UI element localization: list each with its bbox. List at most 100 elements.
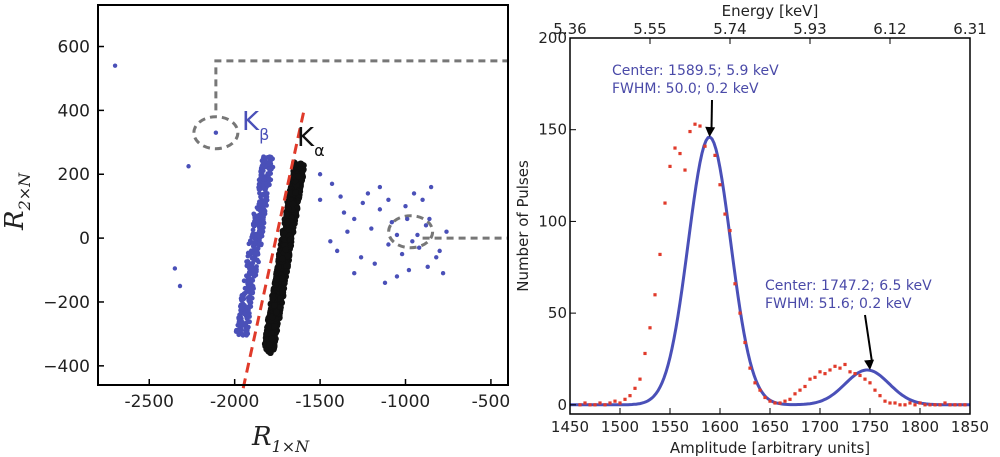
outlier-point xyxy=(358,255,364,260)
k-alpha-point xyxy=(286,242,294,250)
data-point xyxy=(653,293,657,297)
outlier-point xyxy=(328,239,333,244)
k-alpha-point xyxy=(292,189,299,196)
annotation-arrowhead xyxy=(705,126,716,138)
spectrum-plot-frame xyxy=(569,37,971,415)
k-beta-point xyxy=(260,168,266,174)
outlier-point xyxy=(423,223,429,228)
k-beta-point xyxy=(267,154,272,160)
k-beta-point xyxy=(239,306,245,312)
outlier-point xyxy=(434,255,439,260)
data-point xyxy=(793,392,797,396)
k-beta-point xyxy=(250,227,256,233)
x-tick-label: 1550 xyxy=(651,418,689,436)
outlier-point xyxy=(369,226,374,231)
k-beta-point xyxy=(237,322,243,328)
k-alpha-point xyxy=(289,222,297,229)
k-alpha-point xyxy=(297,160,305,168)
data-point xyxy=(718,183,722,187)
x-tick-label: 1700 xyxy=(801,418,839,436)
data-point xyxy=(608,401,612,405)
data-point xyxy=(748,366,752,370)
y-tick-label: 200 xyxy=(58,165,90,185)
k-beta-point xyxy=(239,327,244,332)
dashed-ellipse xyxy=(387,214,435,250)
data-point xyxy=(678,151,682,156)
outlier-point xyxy=(416,245,422,250)
k-alpha-point xyxy=(282,246,290,253)
outlier-point xyxy=(213,130,219,135)
peak-annotation-text: Center: 1589.5; 5.9 keV xyxy=(612,63,779,79)
k-beta-point xyxy=(264,191,270,196)
k-beta-point xyxy=(240,332,246,337)
data-point xyxy=(783,399,787,403)
k-beta-point xyxy=(266,161,272,167)
annotation-arrow xyxy=(864,314,873,363)
k-alpha-point xyxy=(284,218,291,226)
data-point xyxy=(598,401,602,405)
k-beta-point xyxy=(245,318,251,324)
outlier-point xyxy=(334,248,340,254)
data-point xyxy=(738,311,742,315)
data-point xyxy=(883,399,887,403)
data-point xyxy=(713,153,717,157)
outlier-point xyxy=(317,197,323,202)
annotation-arrow xyxy=(710,99,713,130)
data-point xyxy=(728,228,732,233)
y-tick-label: −400 xyxy=(43,357,90,377)
k-alpha-point xyxy=(273,308,280,316)
k-alpha-point xyxy=(277,295,284,302)
data-point xyxy=(858,373,862,378)
k-beta-point xyxy=(250,256,256,262)
y-tick-label: 400 xyxy=(58,101,90,121)
peak-annotation-text: Center: 1747.2; 6.5 keV xyxy=(765,278,932,294)
k-beta-point xyxy=(250,260,256,266)
outlier-point xyxy=(365,191,371,196)
data-point xyxy=(873,388,877,392)
data-point xyxy=(693,122,697,126)
outlier-point xyxy=(360,200,365,206)
k-alpha-point xyxy=(266,341,273,349)
data-point xyxy=(908,401,912,405)
outlier-point xyxy=(345,229,350,234)
data-point xyxy=(788,397,792,401)
outlier-point xyxy=(352,216,357,222)
data-point xyxy=(918,401,922,405)
data-point xyxy=(838,366,842,370)
outlier-point xyxy=(386,197,391,202)
outlier-point xyxy=(410,239,415,244)
data-point xyxy=(673,146,677,150)
data-point xyxy=(618,401,622,405)
k-beta-point xyxy=(265,171,271,177)
data-point xyxy=(688,129,692,134)
data-point xyxy=(593,403,597,407)
data-point xyxy=(963,403,967,407)
y-tick-label: 150 xyxy=(538,121,567,139)
spectrum-panel: 1450 1500 1550 1600 1650 1700 1750 1800 18505.36… xyxy=(514,2,989,457)
k-beta-point xyxy=(256,181,262,187)
k-beta-point xyxy=(245,262,250,268)
x-tick-label: 1800 xyxy=(901,418,939,436)
data-point xyxy=(828,368,832,372)
outlier-point xyxy=(415,232,420,238)
spectrum-ticks: 1450 1500 1550 1600 1650 1700 1750 1800 18505.36… xyxy=(538,20,989,436)
x-tick-label: -500 xyxy=(472,392,511,412)
k-beta-point xyxy=(267,182,272,188)
k-beta-point xyxy=(239,295,245,301)
energy-tick-label: 6.31 xyxy=(953,20,986,38)
k-beta-point xyxy=(248,282,254,287)
outlier-point xyxy=(427,216,432,222)
k-beta-point xyxy=(258,241,264,247)
data-point xyxy=(613,399,617,403)
energy-tick-label: 5.36 xyxy=(553,20,586,38)
data-point xyxy=(753,381,757,385)
scatter-ticks: -2500 -2000 -1500 -1000 -500 600 400 200 0 −200 −4… xyxy=(43,38,510,412)
x-tick-label: 1850 xyxy=(951,418,989,436)
x-tick-label: 1600 xyxy=(701,418,739,436)
k-beta-point xyxy=(240,300,246,306)
outlier-point xyxy=(406,267,412,273)
outlier-point xyxy=(394,274,400,279)
scatter-panel: -2500 -2000 -1500 -1000 -500 600 400 200 0 −200 −4… xyxy=(0,4,510,456)
data-point xyxy=(843,362,847,367)
outlier-point xyxy=(425,264,430,270)
